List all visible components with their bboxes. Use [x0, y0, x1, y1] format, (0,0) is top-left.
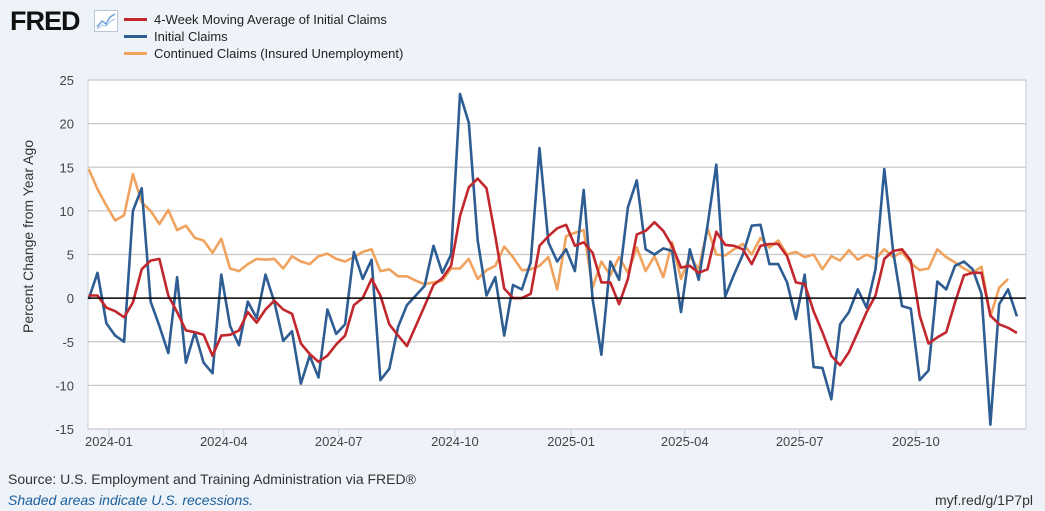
source-note: Source: U.S. Employment and Training Adm… — [8, 471, 416, 487]
legend-label: Continued Claims (Insured Unemployment) — [154, 46, 404, 61]
legend-item-initial-claims[interactable]: Initial Claims — [124, 28, 403, 45]
short-url-link[interactable]: myf.red/g/1P7pl — [934, 492, 1033, 508]
x-tick-label: 2025-01 — [547, 434, 595, 449]
x-tick-label: 2024-10 — [431, 434, 479, 449]
series-line-moving-average — [88, 177, 1018, 367]
x-tick-label: 2025-04 — [661, 434, 709, 449]
y-tick-label: 25 — [60, 73, 74, 88]
x-tick-label: 2024-04 — [200, 434, 248, 449]
y-tick-label: 15 — [60, 160, 74, 175]
fred-logo[interactable]: FRED — [10, 6, 80, 36]
x-tick-label: 2025-10 — [892, 434, 940, 449]
y-tick-label: -15 — [55, 422, 74, 437]
x-tick-label: 2025-07 — [776, 434, 824, 449]
y-tick-label: 10 — [60, 204, 74, 219]
y-tick-label: 20 — [60, 117, 74, 132]
y-tick-label: -10 — [55, 378, 74, 393]
legend-label: 4-Week Moving Average of Initial Claims — [154, 12, 387, 27]
legend-swatch — [124, 18, 147, 21]
y-tick-label: 5 — [67, 248, 74, 263]
x-tick-label: 2024-07 — [315, 434, 363, 449]
legend-swatch — [124, 35, 147, 38]
x-tick-label: 2024-01 — [85, 434, 133, 449]
y-tick-label: -5 — [62, 335, 74, 350]
series-line-continued-claims — [87, 168, 1010, 318]
line-chart-icon — [94, 10, 118, 32]
y-tick-label: 0 — [67, 291, 74, 306]
legend: 4-Week Moving Average of Initial Claims … — [124, 11, 403, 62]
recession-note: Shaded areas indicate U.S. recessions. — [8, 492, 254, 508]
legend-item-continued-claims[interactable]: Continued Claims (Insured Unemployment) — [124, 45, 403, 62]
legend-swatch — [124, 52, 147, 55]
legend-label: Initial Claims — [154, 29, 228, 44]
legend-item-moving-average[interactable]: 4-Week Moving Average of Initial Claims — [124, 11, 403, 28]
